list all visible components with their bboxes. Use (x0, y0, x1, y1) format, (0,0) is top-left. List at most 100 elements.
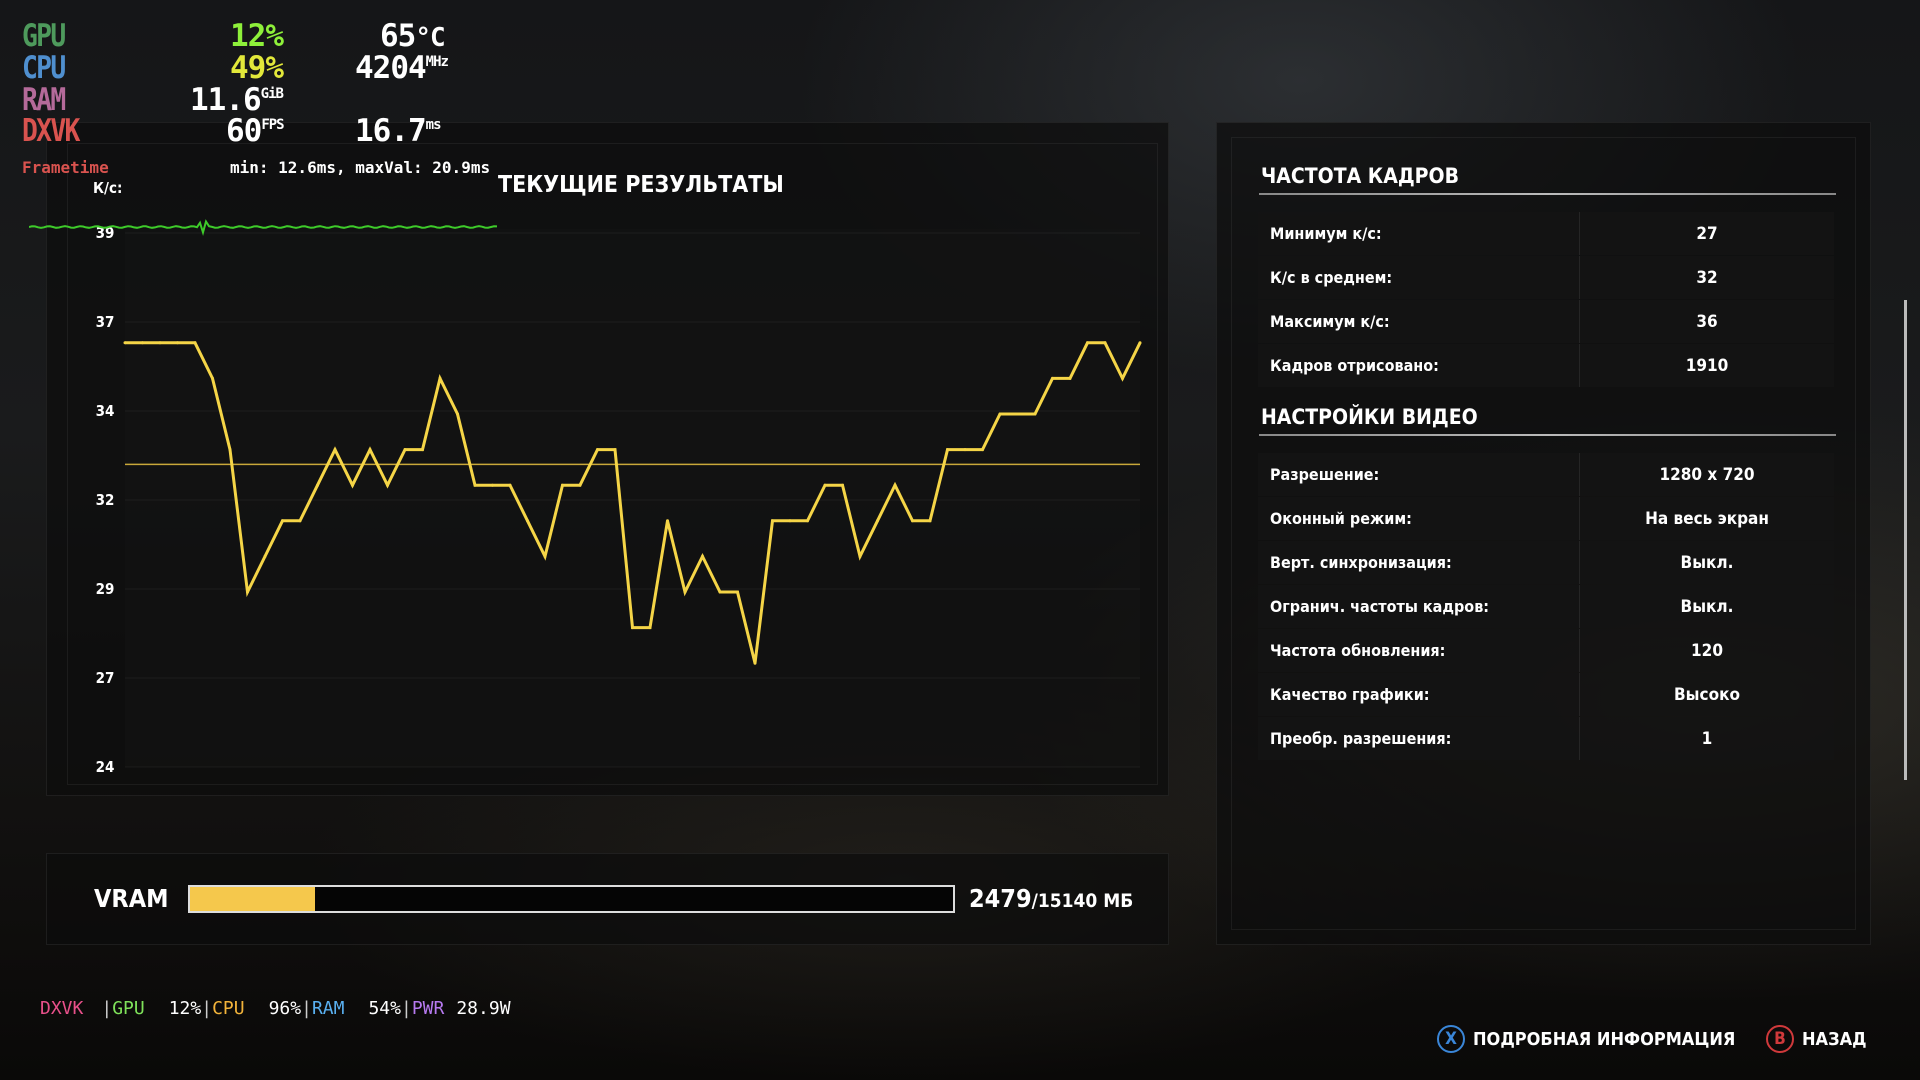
divider (1259, 434, 1836, 436)
stat-value: 1280 x 720 (1659, 464, 1755, 485)
stat-row: Преобр. разрешения: 1 (1258, 717, 1834, 760)
stat-value: На весь экран (1645, 508, 1769, 529)
fps-data-point (963, 448, 967, 452)
fps-data-point (648, 626, 652, 630)
separator: | (400, 998, 412, 1019)
fps-data-point (876, 519, 879, 523)
frametime-graph (29, 219, 498, 236)
hud-gpu-label: GPU (22, 18, 66, 54)
hud-frametime-stats: min: 12.6ms, maxVal: 20.9ms (230, 158, 491, 177)
stat-value: Выкл. (1680, 552, 1734, 573)
fps-data-point (1086, 341, 1089, 345)
fps-data-point (176, 341, 179, 345)
fps-data-point (561, 483, 564, 487)
bar-cpu-value: 96% (268, 998, 302, 1019)
bottom-stats-bar: DXVK | GPU 12% | CPU 96% | RAM 54% | PWR… (40, 998, 511, 1019)
fps-data-point (526, 519, 529, 523)
stat-value: 120 (1691, 640, 1723, 661)
stat-label: Разрешение: (1258, 453, 1580, 496)
fps-data-point (683, 590, 687, 594)
performance-overlay: GPU 12% 65°C CPU 49% 4204MHz RAM 11.6GiB… (0, 0, 520, 180)
fps-data-point (491, 483, 494, 487)
fps-data-point (298, 519, 302, 523)
fps-data-point (753, 661, 757, 665)
stat-value: 1910 (1685, 355, 1729, 376)
stat-value: Высоко (1674, 684, 1740, 705)
fps-data-point (228, 448, 232, 452)
framerate-heading: ЧАСТОТА КАДРОВ (1261, 164, 1459, 188)
fps-data-point (1103, 341, 1107, 345)
fps-data-point (613, 448, 617, 452)
fps-data-point (368, 448, 372, 452)
back-button[interactable]: B НАЗАД (1766, 1025, 1867, 1053)
bar-pwr-label: PWR (411, 998, 445, 1019)
bar-cpu-label: CPU (212, 998, 245, 1019)
stat-row: Верт. синхронизация: Выкл. (1258, 541, 1834, 584)
vram-bar (188, 885, 955, 913)
scrollbar[interactable] (1904, 300, 1907, 780)
stat-row: Частота обновления: 120 (1258, 629, 1834, 672)
fps-data-point (421, 448, 424, 452)
stat-label: Кадров отрисовано: (1258, 344, 1580, 387)
divider (1259, 193, 1836, 195)
stat-row: Огранич. частоты кадров: Выкл. (1258, 585, 1834, 628)
stat-row: Оконный режим: На весь экран (1258, 497, 1834, 540)
fps-data-point (631, 626, 634, 630)
fps-data-point (1051, 376, 1054, 380)
vram-label: VRAM (94, 884, 169, 913)
b-button-icon: B (1766, 1025, 1794, 1053)
bar-gpu-value: 12% (168, 998, 202, 1019)
fps-data-point (981, 448, 984, 452)
fps-chart (123, 232, 1142, 768)
fps-data-point (666, 519, 669, 523)
hud-cpu-label: CPU (22, 50, 66, 86)
fps-data-point (456, 412, 459, 416)
details-button[interactable]: X ПОДРОБНАЯ ИНФОРМАЦИЯ (1437, 1025, 1735, 1053)
stat-label: Частота обновления: (1258, 629, 1580, 672)
stat-row: Минимум к/с: 27 (1258, 212, 1834, 255)
fps-data-point (736, 590, 739, 594)
fps-data-point (788, 519, 792, 523)
hud-frametime: 16.7ms (355, 113, 442, 149)
vram-bar-fill (190, 887, 316, 911)
details-label: ПОДРОБНАЯ ИНФОРМАЦИЯ (1473, 1028, 1736, 1050)
stat-value: Выкл. (1680, 596, 1734, 617)
results-title: ТЕКУЩИЕ РЕЗУЛЬТАТЫ (498, 172, 784, 198)
fps-data-point (1068, 376, 1072, 380)
y-tick-label: 39 (95, 224, 115, 242)
stat-label: Верт. синхронизация: (1258, 541, 1580, 584)
stat-row: Кадров отрисовано: 1910 (1258, 344, 1834, 387)
stat-value: 27 (1696, 223, 1718, 244)
bar-pwr-value: 28.9W (456, 998, 511, 1019)
bar-dxvk: DXVK (40, 998, 84, 1019)
bar-ram-value: 54% (368, 998, 401, 1019)
fps-data-point (1033, 412, 1037, 416)
fps-data-point (596, 448, 599, 452)
fps-data-point (351, 483, 354, 487)
fps-data-point (1016, 412, 1019, 416)
fps-data-point (158, 341, 162, 345)
frametime-line (29, 219, 498, 236)
stat-label: Преобр. разрешения: (1258, 717, 1580, 760)
fps-data-point (946, 448, 949, 452)
fps-data-point (1121, 376, 1124, 380)
hud-cpu-load: 49% (230, 50, 284, 86)
hud-cpu-clock: 4204MHz (355, 50, 449, 86)
stat-value: 32 (1696, 267, 1718, 288)
stat-row: К/с в среднем: 32 (1258, 256, 1834, 299)
separator: | (301, 998, 312, 1019)
fps-chart-area (125, 229, 1140, 767)
fps-data-point (543, 554, 547, 558)
separator: | (201, 998, 213, 1019)
fps-data-point (333, 448, 337, 452)
stat-value: 36 (1696, 311, 1718, 332)
fps-data-point (246, 590, 249, 594)
stat-label: Качество графики: (1258, 673, 1580, 716)
stat-value: 1 (1701, 728, 1713, 749)
fps-data-point (806, 519, 809, 523)
stat-label: К/с в среднем: (1258, 256, 1580, 299)
y-tick-label: 32 (95, 491, 115, 509)
y-tick-label: 27 (95, 669, 115, 687)
hud-fps: 60FPS (226, 113, 285, 149)
vram-readout: 2479/15140 МБ (969, 884, 1134, 913)
